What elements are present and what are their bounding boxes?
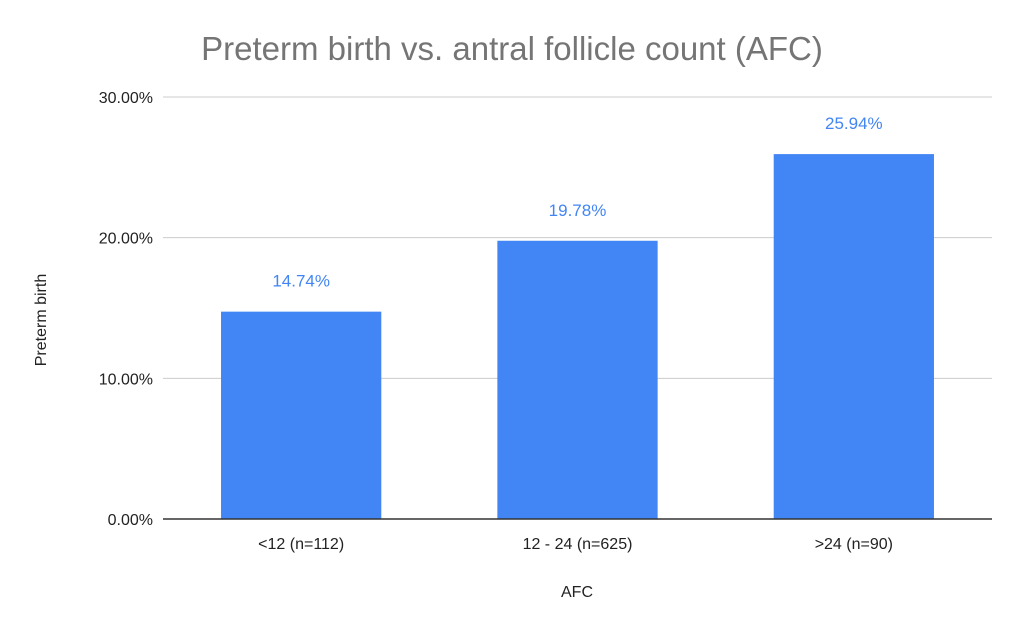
data-labels: 14.74% 19.78% 25.94% (272, 114, 882, 291)
x-tick-label: 12 - 24 (n=625) (523, 536, 633, 553)
y-tick-label: 20.00% (99, 231, 153, 248)
x-axis-ticks: <12 (n=112) 12 - 24 (n=625) >24 (n=90) (258, 536, 893, 553)
bar (497, 240, 658, 519)
bar (773, 154, 934, 520)
y-axis-title: Preterm birth (33, 274, 50, 366)
data-label: 19.78% (549, 201, 607, 220)
data-label: 25.94% (825, 114, 883, 133)
y-tick-label: 10.00% (99, 371, 153, 388)
y-tick-label: 30.00% (99, 90, 153, 107)
x-tick-label: <12 (n=112) (258, 536, 344, 553)
y-tick-label: 0.00% (108, 512, 153, 529)
x-axis-title: AFC (561, 584, 593, 601)
bars (221, 154, 934, 520)
y-axis-ticks: 0.00% 10.00% 20.00% 30.00% (99, 90, 153, 529)
x-tick-label: >24 (n=90) (815, 536, 893, 553)
data-label: 14.74% (272, 272, 330, 291)
bar (221, 311, 382, 519)
chart-title: Preterm birth vs. antral follicle count … (201, 30, 823, 67)
